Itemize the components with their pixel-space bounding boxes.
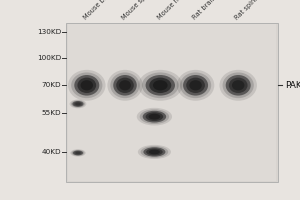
FancyBboxPatch shape [68, 24, 276, 181]
Ellipse shape [75, 152, 80, 154]
Ellipse shape [146, 75, 175, 96]
Text: Mouse brain: Mouse brain [82, 0, 116, 21]
Ellipse shape [143, 111, 166, 123]
Ellipse shape [186, 78, 205, 93]
Ellipse shape [71, 150, 84, 156]
Ellipse shape [70, 149, 86, 157]
Ellipse shape [143, 147, 165, 157]
Ellipse shape [75, 102, 81, 105]
Text: Rat spinal cord: Rat spinal cord [234, 0, 274, 21]
Text: Rat brain: Rat brain [191, 0, 217, 21]
Text: 130KD: 130KD [37, 29, 61, 35]
Ellipse shape [183, 75, 208, 96]
Ellipse shape [177, 70, 214, 101]
Ellipse shape [74, 75, 99, 96]
Ellipse shape [138, 70, 182, 101]
Ellipse shape [226, 75, 251, 96]
Text: 100KD: 100KD [37, 55, 61, 61]
Ellipse shape [107, 70, 143, 101]
Text: 40KD: 40KD [41, 149, 61, 155]
Ellipse shape [140, 109, 169, 124]
Ellipse shape [119, 80, 131, 90]
Ellipse shape [71, 100, 85, 108]
Ellipse shape [74, 151, 82, 155]
Ellipse shape [189, 80, 202, 90]
Ellipse shape [71, 72, 102, 98]
Ellipse shape [220, 70, 257, 101]
Ellipse shape [153, 80, 168, 90]
Ellipse shape [142, 72, 179, 98]
Ellipse shape [149, 78, 171, 93]
Ellipse shape [138, 145, 171, 159]
Ellipse shape [70, 100, 86, 108]
Ellipse shape [113, 75, 137, 96]
Ellipse shape [110, 72, 140, 98]
Ellipse shape [73, 150, 83, 155]
Ellipse shape [137, 108, 172, 125]
Ellipse shape [223, 72, 254, 98]
Text: PAK6: PAK6 [285, 81, 300, 90]
Ellipse shape [72, 101, 84, 107]
Ellipse shape [77, 78, 96, 93]
Text: Mouse heart: Mouse heart [156, 0, 190, 21]
FancyBboxPatch shape [66, 23, 278, 182]
Text: Mouse spinal cord: Mouse spinal cord [121, 0, 168, 21]
Ellipse shape [180, 72, 211, 98]
Ellipse shape [74, 102, 82, 106]
Ellipse shape [68, 70, 106, 101]
Text: 55KD: 55KD [41, 110, 61, 116]
Ellipse shape [80, 80, 93, 90]
Ellipse shape [116, 78, 134, 93]
Ellipse shape [149, 150, 160, 154]
Ellipse shape [148, 114, 160, 120]
Text: 70KD: 70KD [41, 82, 61, 88]
Ellipse shape [232, 80, 244, 90]
Ellipse shape [146, 112, 163, 121]
Ellipse shape [146, 148, 163, 155]
Ellipse shape [229, 78, 248, 93]
Ellipse shape [141, 146, 168, 158]
